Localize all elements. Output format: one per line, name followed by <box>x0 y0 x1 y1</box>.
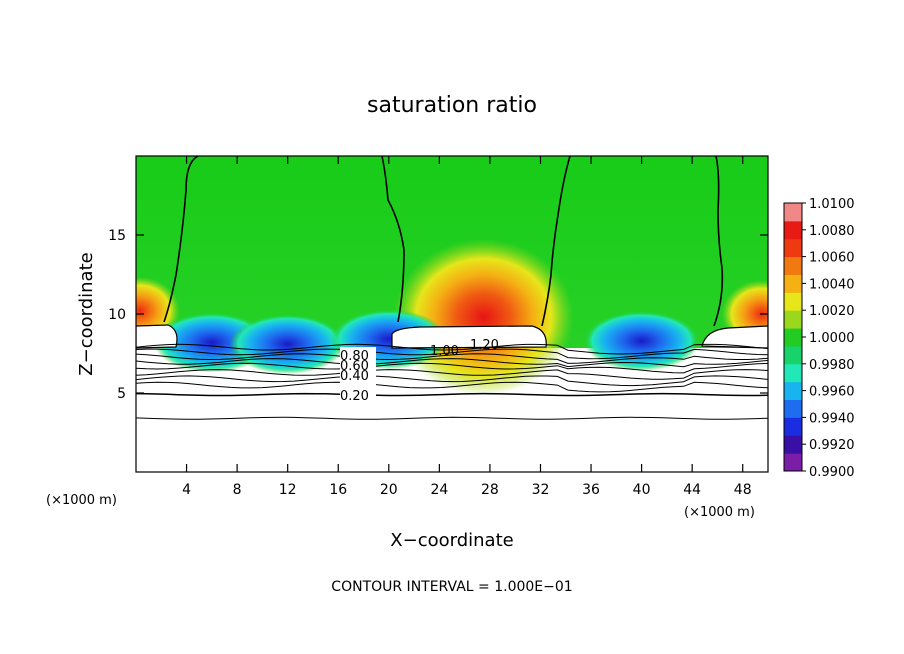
x-tick-label-32: 32 <box>532 482 550 498</box>
contour-line-8 <box>136 392 768 397</box>
x-tick-label-8: 8 <box>233 482 242 498</box>
x-axis: 4 8 12 16 20 24 28 32 36 40 44 48 <box>182 156 752 498</box>
colorbar-swatch-7 <box>784 328 802 347</box>
colorbar-label-9: 0.9920 <box>809 438 855 453</box>
colorbar-label-8: 0.9940 <box>809 411 855 426</box>
contour-line-5 <box>136 369 768 380</box>
colorbar-label-3: 1.0040 <box>809 277 855 292</box>
colorbar-swatch-3 <box>784 399 802 418</box>
colorbar-swatch-2 <box>784 417 802 436</box>
contour-line-0 <box>136 343 768 355</box>
colorbar-label-4: 1.0020 <box>809 304 855 319</box>
x-tick-label-36: 36 <box>582 482 600 498</box>
contour-line-3 <box>136 358 768 368</box>
colorbar-swatch-4 <box>784 381 802 401</box>
colorbar-swatch-1 <box>784 435 802 454</box>
y-axis-label: Z−coordinate <box>76 252 97 375</box>
colorbar-swatch-11 <box>784 256 802 275</box>
contour-label-0.20: 0.20 <box>340 389 369 404</box>
contour-label-1.00: 1.00 <box>430 344 459 359</box>
cloud-left <box>136 324 178 349</box>
colorbar-swatch-0 <box>784 453 802 472</box>
contour-lines <box>136 343 768 420</box>
colorbar: 1.0100 1.0080 1.0060 1.0040 1.0020 1.0000 0.99… <box>783 197 855 480</box>
x-tick-label-16: 16 <box>329 482 347 498</box>
colorbar-label-10: 0.9900 <box>809 465 855 480</box>
x-tick-label-40: 40 <box>633 482 651 498</box>
contour-line-6 <box>136 375 768 387</box>
colorbar-swatch-5 <box>784 363 802 383</box>
x-tick-label-24: 24 <box>430 482 448 498</box>
cloud-right <box>701 325 768 349</box>
colorbar-label-7: 0.9960 <box>809 385 855 400</box>
x-axis-label: X−coordinate <box>390 530 513 551</box>
contour-line-9 <box>136 416 768 420</box>
colorbar-label-1: 1.0080 <box>809 224 855 239</box>
colorbar-swatch-6 <box>784 345 802 365</box>
x-unit-left: (×1000 m) <box>46 493 117 508</box>
colorbar-swatch-8 <box>784 310 802 329</box>
colorbar-label-6: 0.9980 <box>809 358 855 373</box>
contour-interval-note: CONTOUR INTERVAL = 1.000E−01 <box>331 579 572 595</box>
x-tick-label-28: 28 <box>481 482 499 498</box>
chart-title: saturation ratio <box>367 93 537 118</box>
boundary-line-4 <box>713 156 724 327</box>
y-tick-label-10: 10 <box>108 307 126 323</box>
colorbar-swatch-9 <box>784 292 802 311</box>
colorbar-label-5: 1.0000 <box>809 331 855 346</box>
y-tick-label-5: 5 <box>117 386 126 402</box>
dry-spot-1 <box>229 314 346 375</box>
contour-label-0.80: 0.80 <box>340 349 369 364</box>
boundary-line-1 <box>163 156 199 323</box>
x-tick-label-44: 44 <box>683 482 701 498</box>
x-tick-label-4: 4 <box>182 482 191 498</box>
colorbar-swatch-12 <box>784 238 802 258</box>
x-tick-label-20: 20 <box>380 482 398 498</box>
x-tick-label-12: 12 <box>279 482 297 498</box>
contour-label-0.40: 0.40 <box>340 369 369 384</box>
contour-line-1 <box>136 348 768 360</box>
colorbar-label-2: 1.0060 <box>809 251 855 266</box>
colorbar-swatch-10 <box>784 274 802 293</box>
dry-spot-2 <box>583 310 700 371</box>
contour-label-1.20: 1.20 <box>470 338 499 353</box>
contour-label-0.60: 0.60 <box>340 359 369 374</box>
y-axis: 5 10 15 <box>108 228 768 402</box>
saturation-field <box>136 156 768 472</box>
cloud-middle <box>391 325 547 349</box>
contour-line-2 <box>136 353 768 364</box>
x-tick-label-48: 48 <box>734 482 752 498</box>
contour-line-7 <box>136 381 768 393</box>
y-tick-label-15: 15 <box>108 228 126 244</box>
boundary-line-2 <box>381 156 405 323</box>
colorbar-swatch-13 <box>784 220 802 240</box>
colorbar-label-0: 1.0100 <box>809 197 855 212</box>
contour-line-4 <box>136 362 768 374</box>
colorbar-swatch-14 <box>784 203 802 222</box>
boundary-line-3 <box>541 156 571 327</box>
x-unit-right: (×1000 m) <box>684 505 755 520</box>
